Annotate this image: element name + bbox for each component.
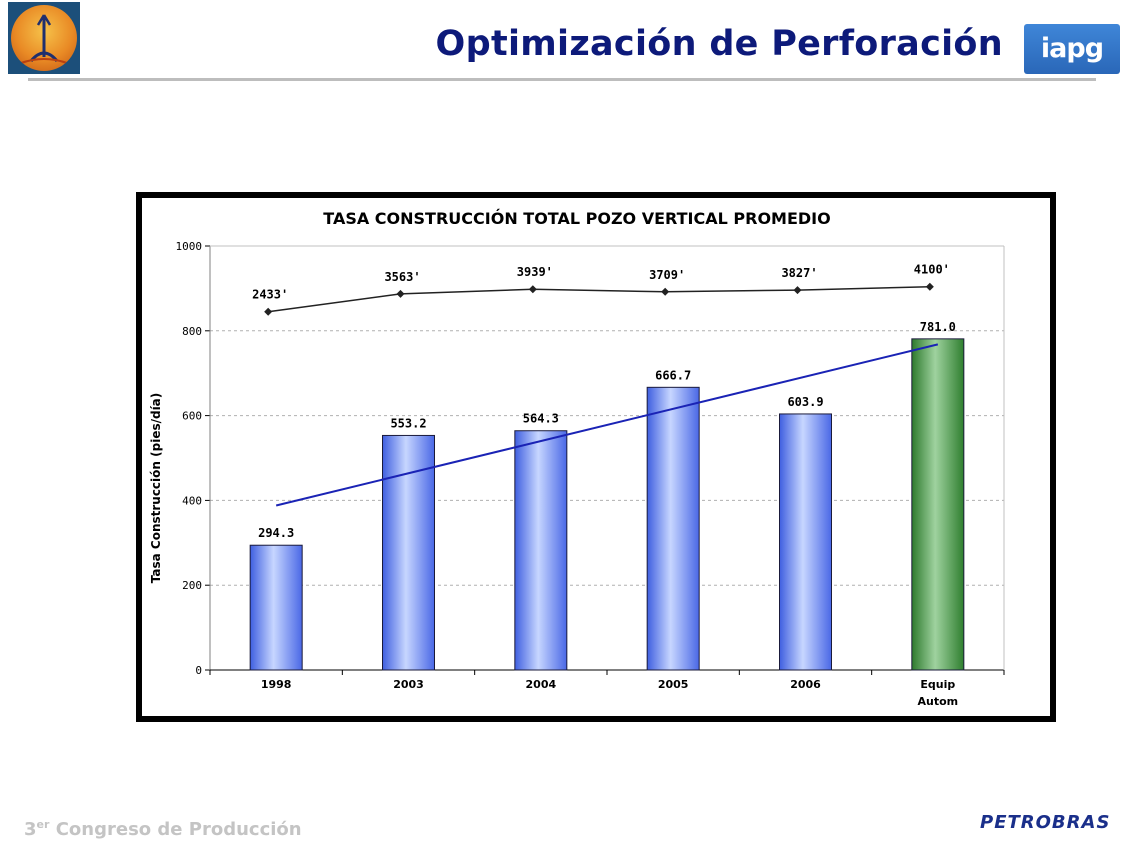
chart-area: TASA CONSTRUCCIÓN TOTAL POZO VERTICAL PR… [142, 198, 1050, 716]
depth-label: 2433' [252, 288, 288, 302]
bar-chart: TASA CONSTRUCCIÓN TOTAL POZO VERTICAL PR… [149, 209, 1005, 708]
congress-ordinal: er [36, 818, 50, 831]
bar-3 [646, 386, 700, 671]
x-tick-label: Equip [920, 678, 955, 691]
depth-point [661, 287, 670, 296]
x-tick-label: 2003 [393, 678, 424, 691]
depth-label: 3939' [517, 265, 553, 279]
bar-value-label: 553.2 [390, 416, 426, 430]
y-tick-label: 200 [182, 579, 202, 592]
y-tick-label: 1000 [176, 240, 203, 253]
x-tick-label: Autom [918, 695, 959, 708]
logo-left [8, 2, 80, 74]
bar-2 [514, 430, 568, 671]
bar-5 [911, 338, 965, 671]
depth-label: 3709' [649, 268, 685, 282]
x-tick-label: 2004 [526, 678, 557, 691]
derrick-logo-icon [11, 5, 77, 71]
header-divider [28, 78, 1096, 81]
bar-4 [779, 413, 832, 671]
depth-point [925, 282, 934, 291]
y-tick-label: 400 [182, 494, 202, 507]
bar-value-label: 603.9 [787, 395, 823, 409]
footer-congress: 3er Congreso de Producción [24, 818, 302, 840]
y-tick-label: 800 [182, 325, 202, 338]
chart-frame: TASA CONSTRUCCIÓN TOTAL POZO VERTICAL PR… [136, 192, 1056, 722]
iapg-logo-text: iapg [1040, 33, 1104, 64]
bar-value-label: 781.0 [920, 320, 956, 334]
y-axis-label: Tasa Construcción (pies/día) [149, 393, 163, 584]
bar-value-label: 666.7 [655, 368, 691, 382]
trend-line [275, 343, 939, 507]
congress-number: 3 [24, 819, 37, 840]
page-title: Optimización de Perforación [435, 24, 1003, 64]
depth-label: 3827' [781, 266, 817, 280]
bar-1 [382, 434, 435, 671]
bar-value-label: 294.3 [258, 526, 294, 540]
y-tick-label: 600 [182, 410, 202, 423]
depth-label: 3563' [384, 270, 420, 284]
depth-point [528, 285, 537, 294]
depth-point [264, 307, 273, 316]
iapg-logo: iapg [1024, 24, 1120, 74]
depth-point [793, 286, 802, 295]
depth-series-line [268, 285, 930, 313]
y-tick-label: 0 [195, 664, 202, 677]
x-tick-label: 2005 [658, 678, 689, 691]
chart-title: TASA CONSTRUCCIÓN TOTAL POZO VERTICAL PR… [323, 209, 830, 228]
x-tick-label: 1998 [261, 678, 292, 691]
depth-label: 4100' [914, 263, 950, 277]
depth-point [396, 289, 405, 298]
petrobras-logo: PETROBRAS [980, 812, 1111, 833]
bar-0 [249, 544, 303, 671]
bar-value-label: 564.3 [523, 412, 559, 426]
congress-name: Congreso de Producción [55, 819, 302, 840]
x-tick-label: 2006 [790, 678, 821, 691]
